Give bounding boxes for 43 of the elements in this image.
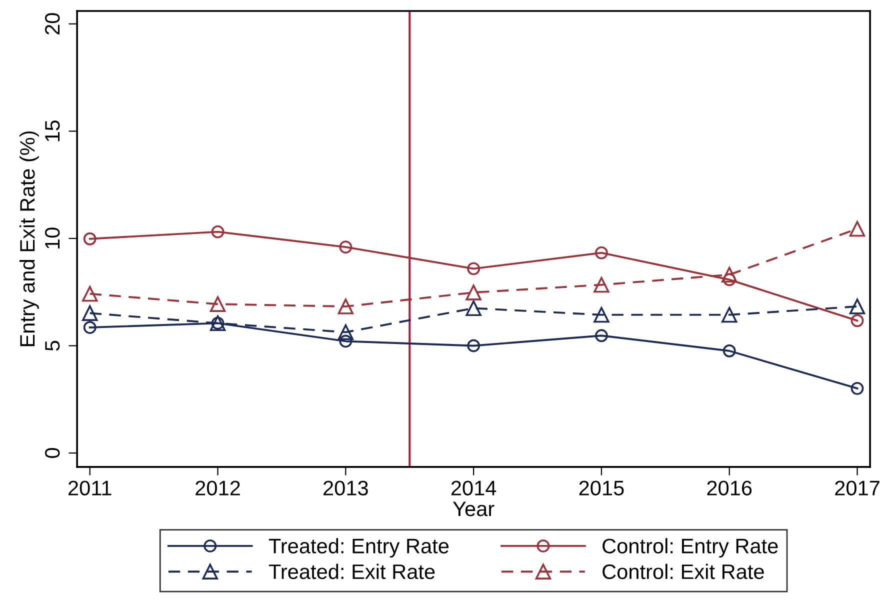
point bbox=[722, 266, 738, 283]
point bbox=[467, 339, 480, 352]
y-tick-label: 5 bbox=[45, 340, 60, 351]
point bbox=[594, 276, 610, 293]
point bbox=[466, 284, 482, 300]
point bbox=[849, 220, 866, 237]
x-tick-label: 2017 bbox=[835, 480, 880, 496]
point bbox=[82, 305, 98, 321]
legend-label: Treated: Entry Rate bbox=[268, 538, 449, 558]
point bbox=[722, 306, 738, 323]
point bbox=[339, 334, 352, 348]
point bbox=[83, 321, 96, 334]
point bbox=[338, 324, 354, 340]
point bbox=[210, 296, 226, 312]
point bbox=[338, 298, 354, 314]
point bbox=[339, 240, 352, 254]
y-tick-label: 10 bbox=[45, 228, 60, 248]
x-tick-label: 2011 bbox=[68, 480, 112, 496]
y-tick-label: 0 bbox=[45, 448, 60, 458]
x-tick-label: 2012 bbox=[196, 480, 240, 496]
x-tick-label: 2014 bbox=[451, 480, 496, 496]
point bbox=[595, 329, 608, 342]
point bbox=[722, 344, 736, 358]
x-axis-title: Year bbox=[452, 502, 494, 516]
point bbox=[467, 262, 480, 276]
point bbox=[850, 314, 864, 328]
x-tick-label: 2016 bbox=[707, 480, 752, 496]
legend-label: Treated: Exit Rate bbox=[268, 564, 435, 580]
y-tick-label: 20 bbox=[45, 13, 60, 34]
point bbox=[850, 382, 864, 395]
y-axis-title: Entry and Exit Rate (%) bbox=[19, 131, 39, 346]
point bbox=[595, 246, 608, 260]
x-tick-label: 2013 bbox=[324, 480, 368, 496]
point bbox=[466, 300, 482, 316]
point bbox=[83, 232, 96, 246]
point bbox=[211, 225, 224, 238]
point bbox=[594, 306, 610, 323]
point bbox=[849, 298, 866, 314]
legend-label: Control: Entry Rate bbox=[602, 538, 778, 558]
x-tick-label: 2015 bbox=[579, 480, 624, 496]
legend-label: Control: Exit Rate bbox=[602, 564, 764, 580]
y-tick-label: 15 bbox=[45, 120, 60, 142]
point bbox=[82, 286, 98, 302]
